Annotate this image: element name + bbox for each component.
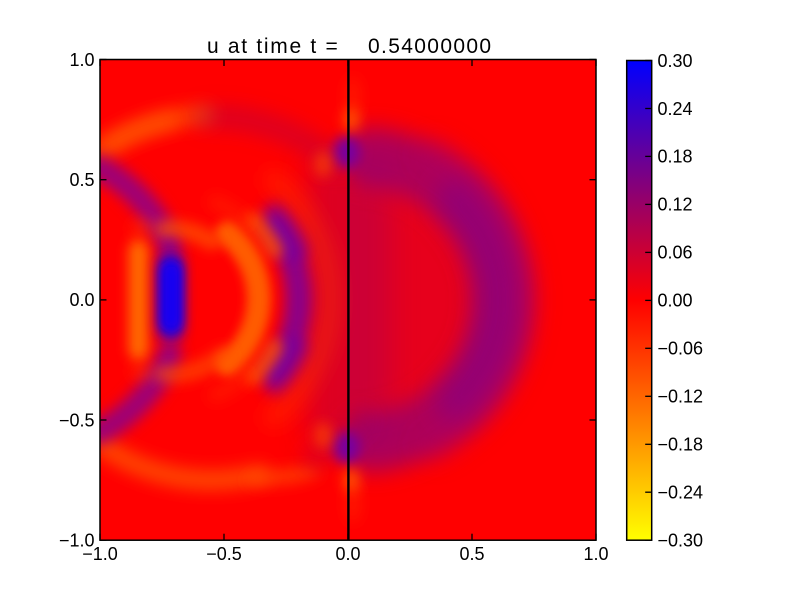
svg-text:0.24: 0.24 (658, 99, 693, 119)
svg-text:−0.24: −0.24 (658, 483, 704, 503)
svg-text:0.5: 0.5 (459, 544, 484, 564)
svg-text:−1.0: −1.0 (82, 544, 118, 564)
svg-text:u at time t =: u at time t = (207, 35, 339, 58)
svg-text:−0.12: −0.12 (658, 387, 704, 407)
svg-text:−0.18: −0.18 (658, 435, 704, 455)
svg-text:0.18: 0.18 (658, 147, 693, 167)
svg-text:−1.0: −1.0 (59, 531, 95, 551)
svg-text:1.0: 1.0 (69, 50, 94, 70)
svg-text:−0.5: −0.5 (59, 410, 95, 430)
svg-text:0.54000000: 0.54000000 (368, 35, 492, 58)
svg-text:0.0: 0.0 (335, 544, 360, 564)
svg-text:1.0: 1.0 (583, 544, 608, 564)
svg-text:0.06: 0.06 (658, 243, 693, 263)
svg-text:0.0: 0.0 (69, 290, 94, 310)
svg-text:0.12: 0.12 (658, 195, 693, 215)
svg-text:0.5: 0.5 (69, 170, 94, 190)
svg-text:−0.06: −0.06 (658, 339, 704, 359)
svg-text:−0.5: −0.5 (206, 544, 242, 564)
svg-text:−0.30: −0.30 (658, 531, 704, 551)
svg-text:0.30: 0.30 (658, 51, 693, 71)
svg-text:0.00: 0.00 (658, 291, 693, 311)
